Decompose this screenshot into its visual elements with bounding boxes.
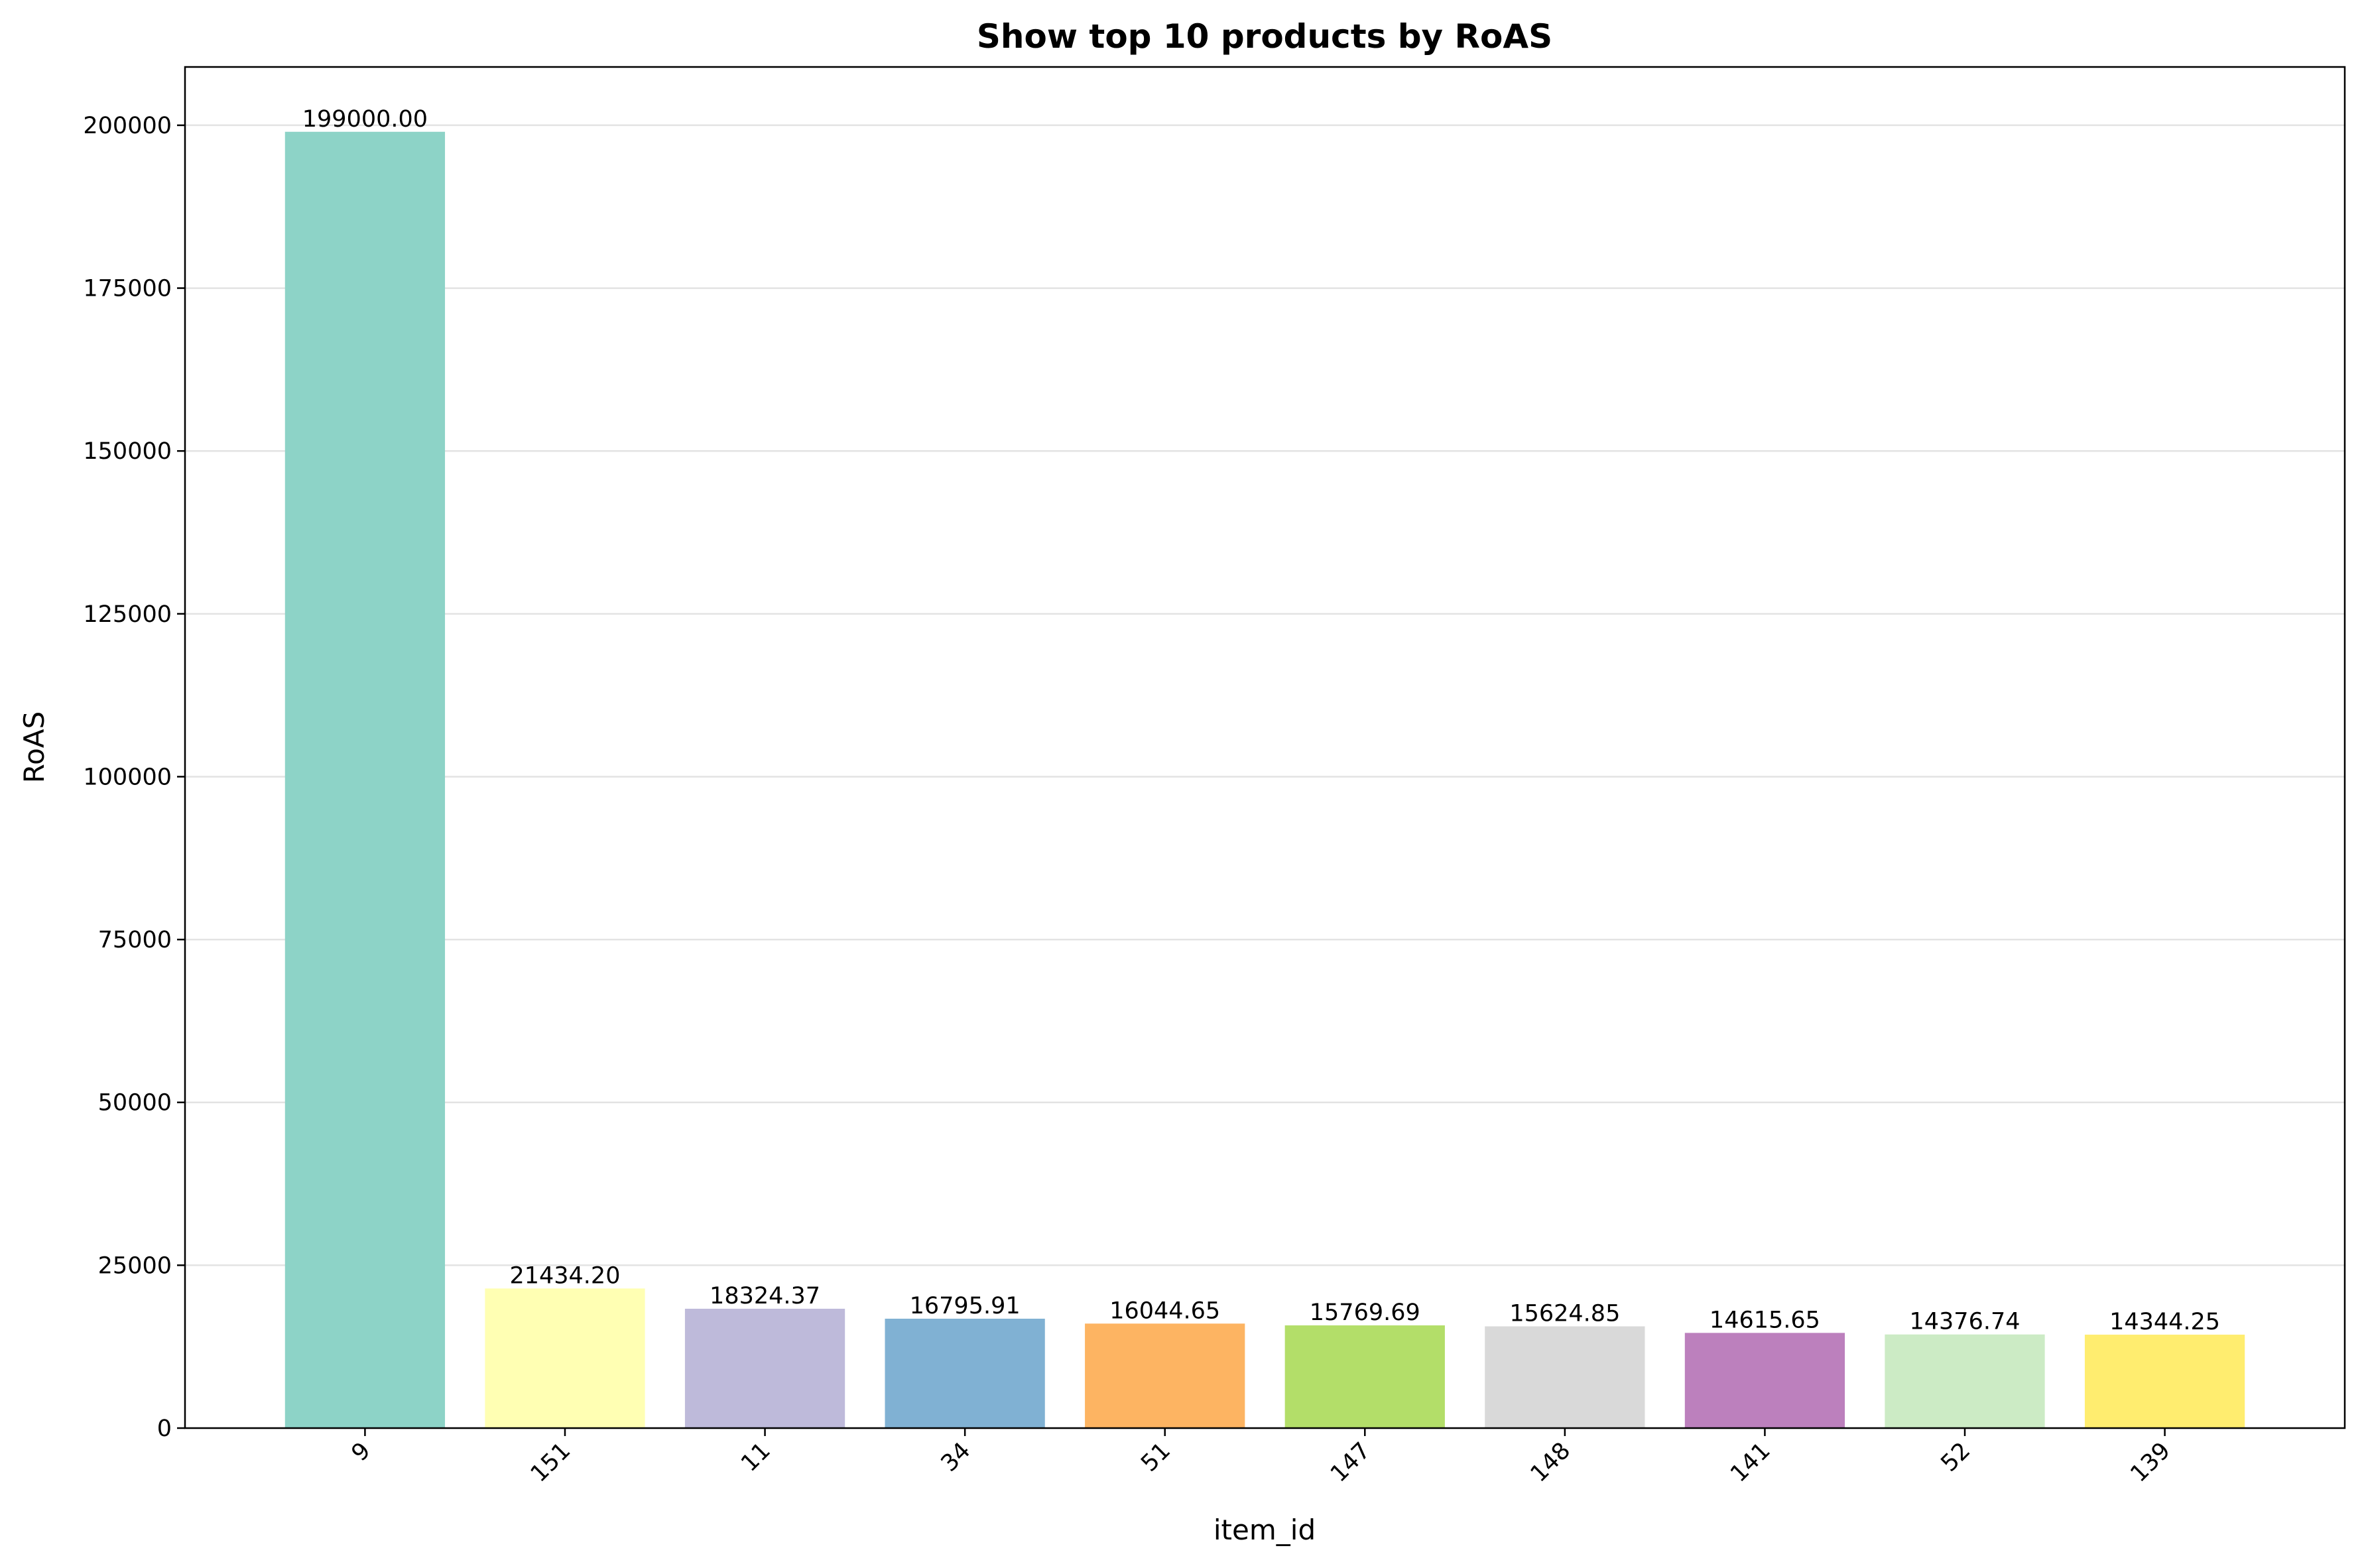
data-label-151: 21434.20 [509, 1262, 620, 1289]
bar-52 [1885, 1334, 2045, 1428]
y-tick-label: 150000 [83, 438, 172, 465]
bar-139 [2084, 1335, 2245, 1428]
data-label-148: 15624.85 [1509, 1300, 1620, 1327]
bar-11 [684, 1308, 845, 1428]
chart-title: Show top 10 products by RoAS [977, 17, 1552, 56]
data-label-9: 199000.00 [302, 106, 428, 133]
x-axis-label: item_id [1213, 1514, 1316, 1546]
y-axis: 0 25000 50000 75000 100000 125000 150000 175000… [83, 113, 185, 1442]
y-tick-label: 200000 [83, 113, 172, 139]
y-tick-label: 175000 [83, 276, 172, 302]
y-tick-label: 0 [157, 1416, 172, 1442]
bar-141 [1684, 1333, 1845, 1428]
bars [284, 131, 2245, 1428]
bar-51 [1085, 1323, 1245, 1428]
data-label-51: 16044.65 [1109, 1297, 1220, 1324]
y-tick-label: 100000 [83, 764, 172, 790]
bar-34 [885, 1318, 1045, 1428]
bar-9 [284, 131, 446, 1428]
bar-148 [1485, 1326, 1645, 1428]
y-tick-label: 25000 [98, 1252, 172, 1279]
y-tick-label: 50000 [98, 1090, 172, 1116]
data-label-52: 14376.74 [1910, 1309, 2021, 1335]
bar-147 [1284, 1325, 1445, 1428]
data-label-147: 15769.69 [1310, 1299, 1420, 1326]
y-tick-label: 75000 [98, 927, 172, 953]
y-axis-label: RoAS [18, 711, 50, 783]
bar-151 [485, 1288, 645, 1428]
data-label-34: 16795.91 [910, 1293, 1021, 1319]
y-tick-label: 125000 [83, 601, 172, 628]
plot-frame [184, 66, 2346, 1429]
data-labels: 199000.00 21434.20 18324.37 16795.91 16044.6… [302, 106, 2220, 1335]
data-label-139: 14344.25 [2109, 1309, 2220, 1335]
data-label-141: 14615.65 [1710, 1307, 1820, 1333]
data-label-11: 18324.37 [710, 1283, 820, 1309]
